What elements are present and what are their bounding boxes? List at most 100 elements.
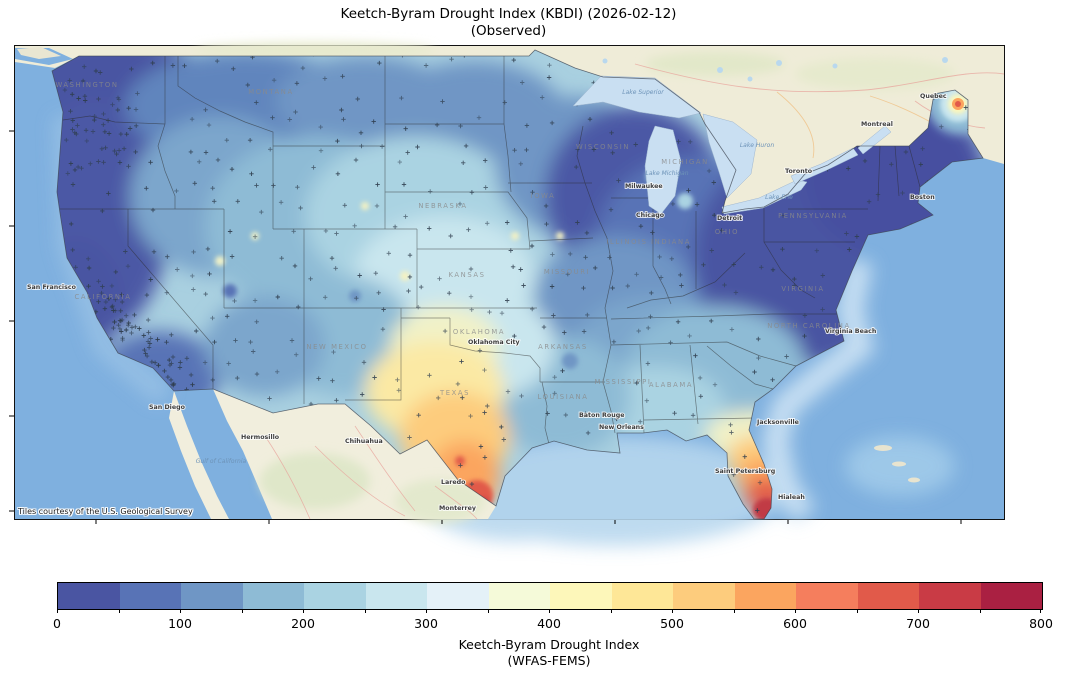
station-marker (675, 319, 681, 324)
station-marker (294, 352, 299, 357)
station-marker (92, 117, 97, 123)
station-marker (407, 253, 413, 258)
station-marker (686, 244, 691, 250)
station-marker (541, 324, 547, 330)
station-marker (770, 267, 776, 272)
station-marker (318, 124, 323, 130)
station-marker (510, 264, 516, 269)
station-marker (646, 325, 651, 331)
station-marker (101, 160, 106, 165)
station-marker (115, 107, 120, 113)
map-svg: Quebec Montreal Boston Toronto Detroit Chicag… (9, 42, 1005, 546)
station-marker (634, 380, 639, 386)
station-marker (100, 208, 105, 214)
station-marker (614, 416, 619, 422)
station-marker (447, 291, 452, 296)
station-marker (519, 393, 524, 399)
vancouver-island (17, 47, 61, 59)
station-marker (549, 284, 555, 289)
colorbar-segment (857, 583, 919, 609)
map-city-label: Montreal (861, 121, 893, 128)
colorbar-segment (919, 583, 981, 609)
station-marker (371, 119, 376, 124)
colorbar-tick-label: 800 (1029, 616, 1053, 631)
station-marker (866, 199, 872, 204)
station-marker (318, 148, 324, 153)
station-marker (323, 228, 329, 234)
map-city-label: Baton Rouge (579, 412, 625, 419)
station-marker (191, 249, 196, 255)
station-marker (399, 95, 404, 101)
station-marker (483, 185, 488, 190)
station-marker (231, 66, 236, 71)
station-marker (170, 63, 176, 68)
colorbar-segment (181, 583, 243, 609)
station-marker (448, 233, 453, 239)
station-marker (360, 392, 365, 397)
station-marker (76, 96, 81, 101)
station-marker (461, 160, 466, 165)
station-marker (376, 290, 381, 295)
station-marker (482, 367, 487, 373)
station-marker (396, 388, 401, 393)
map-state-label: MICHIGAN (661, 158, 709, 166)
station-marker (903, 149, 909, 155)
colorbar-tick (1040, 609, 1041, 613)
station-marker (820, 273, 825, 278)
station-marker (75, 123, 80, 128)
station-marker (271, 78, 277, 83)
map-state-label: VIRGINIA (781, 285, 824, 293)
station-marker (792, 283, 797, 288)
station-marker (634, 272, 639, 277)
axes-ticks (9, 130, 962, 524)
station-marker (407, 274, 413, 280)
station-marker (117, 160, 123, 165)
map-state-label: OKLAHOMA (453, 328, 505, 336)
map-city-label: New Orleans (599, 424, 644, 431)
station-marker (146, 345, 152, 350)
station-marker (719, 228, 724, 233)
station-marker (416, 413, 421, 418)
station-marker (668, 340, 673, 345)
station-marker (197, 159, 202, 164)
title-line2: (Observed) (470, 23, 547, 39)
station-marker (552, 375, 557, 380)
map-state-label: NEW MEXICO (306, 343, 367, 351)
colorbar-label-line1: Keetch-Byram Drought Index (458, 637, 640, 652)
station-marker (126, 320, 131, 326)
station-marker (72, 167, 78, 173)
station-marker (427, 373, 432, 378)
station-marker (165, 374, 171, 380)
station-marker (544, 221, 549, 227)
canada-land (15, 46, 1004, 213)
station-marker (251, 349, 256, 354)
station-marker (670, 201, 676, 207)
station-marker (133, 107, 139, 112)
station-marker (792, 276, 797, 282)
map-lake-label: Lake Erie (765, 194, 793, 201)
station-marker (335, 171, 341, 176)
map-state-label: OHIO (715, 228, 739, 236)
station-marker (143, 351, 148, 356)
station-marker (802, 313, 808, 318)
colorbar-segment (734, 583, 796, 609)
map-state-label: TEXAS (439, 389, 470, 397)
station-marker (357, 273, 362, 278)
station-marker (686, 188, 691, 193)
station-marker (322, 76, 328, 81)
station-marker (672, 411, 677, 416)
station-marker (69, 221, 74, 227)
station-marker (540, 95, 545, 100)
map-state-label: CALIFORNIA (75, 293, 132, 301)
station-marker (505, 220, 510, 225)
station-marker (478, 444, 484, 449)
station-marker (254, 371, 260, 377)
station-marker (203, 107, 208, 112)
station-marker (88, 161, 93, 166)
station-marker (649, 290, 654, 296)
map-state-label: INDIANA (651, 238, 691, 246)
mexico-roads (264, 425, 478, 520)
colorbar-ticks (57, 609, 1041, 614)
station-marker (125, 264, 131, 269)
colorbar-segment (550, 583, 612, 609)
